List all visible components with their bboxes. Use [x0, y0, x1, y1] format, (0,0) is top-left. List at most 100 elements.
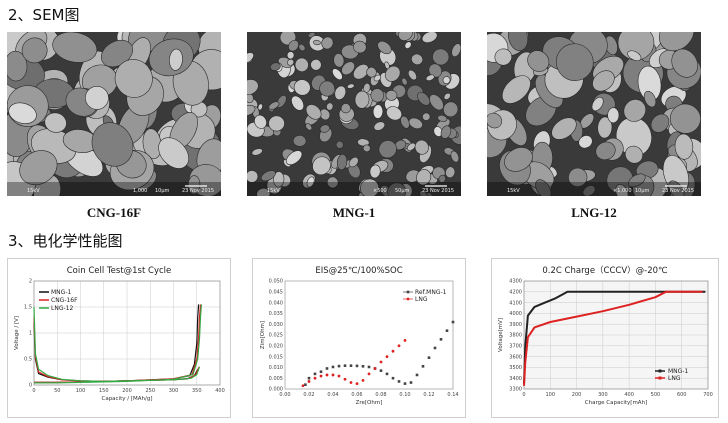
x-axis-label: Capacity / [MAh/g] [101, 396, 152, 402]
sem-particle [597, 116, 613, 139]
legend-marker [406, 297, 410, 301]
legend-marker [658, 376, 662, 380]
y-tick-label: 4200 [509, 290, 522, 296]
sem-particle [419, 190, 428, 196]
sem-particle [21, 37, 48, 64]
data-point [391, 376, 395, 380]
data-point [355, 364, 359, 368]
sem-particle [247, 52, 254, 64]
sem-magnification: ×500 [373, 188, 387, 194]
sem-particle [555, 43, 594, 81]
x-tick-label: 200 [122, 388, 132, 394]
sem-particle [422, 112, 431, 121]
sem-particle [535, 179, 552, 196]
y-tick-label: 0 [29, 383, 32, 389]
sem-particle [306, 176, 315, 188]
data-point [439, 338, 443, 341]
sem-particle [401, 77, 408, 86]
data-point [313, 376, 317, 380]
x-tick-label: 250 [145, 388, 155, 394]
sem-particle [285, 150, 303, 166]
sem-texture: 15kV ×500 50μm 23 Nov 2015 [247, 32, 461, 196]
sem-particle [551, 117, 577, 140]
sem-particle [437, 114, 448, 122]
data-point [307, 376, 311, 380]
sem-particle [595, 141, 616, 161]
sem-particle [114, 59, 153, 98]
series-line-cng-16f [34, 304, 202, 383]
sem-date: 23 Nov 2015 [662, 188, 694, 194]
sem-particle [273, 171, 285, 188]
sem-voltage: 15kV [267, 188, 280, 194]
x-tick-label: 100 [76, 388, 86, 394]
x-tick-label: 0.04 [327, 392, 338, 398]
x-tick-label: 200 [572, 392, 582, 398]
sem-particle [313, 39, 321, 46]
sem-particle [305, 104, 322, 120]
sem-particle [428, 63, 443, 78]
sem-particle [362, 144, 371, 153]
data-point [343, 364, 347, 367]
data-point [319, 370, 323, 374]
sem-particle [254, 114, 267, 129]
sem-particle [357, 138, 370, 147]
data-point [325, 373, 329, 377]
y-tick-label: 3800 [509, 333, 522, 339]
sem-particle [312, 156, 331, 176]
sem-particle [527, 50, 550, 72]
sem-particle [377, 40, 392, 55]
chart-title: EIS@25℃/100%SOC [315, 266, 402, 276]
sem-particle [44, 112, 67, 133]
echem-section-title: 3、电化学性能图 [8, 232, 123, 250]
x-axis-label: Charge Capacity[mAh] [585, 400, 647, 406]
x-tick-label: 700 [703, 392, 713, 398]
x-tick-label: 0.06 [351, 392, 362, 398]
sem-particle [411, 53, 424, 65]
sem-particle [407, 69, 417, 81]
y-tick-label: 0.030 [269, 322, 283, 328]
sem-particle [319, 124, 330, 133]
sem-particle [334, 85, 347, 100]
sem-particle [494, 48, 513, 66]
y-tick-label: 3700 [509, 344, 522, 350]
y-tick-label: 0.015 [269, 354, 283, 360]
sem-particle [341, 61, 355, 76]
y-tick-label: 1 [29, 331, 32, 337]
chart-title: Coin Cell Test@1st Cycle [67, 266, 172, 276]
data-point [421, 365, 425, 368]
plot-frame [523, 280, 709, 390]
sem-particle [504, 147, 533, 172]
sem-particle [417, 91, 431, 106]
sem-particle [615, 184, 629, 196]
sem-particle [340, 103, 351, 114]
y-tick-label: 0.020 [269, 344, 283, 350]
sem-texture: 15kV 1,000 10μm 23 Nov 2015 [7, 32, 221, 196]
x-tick-label: 100 [546, 392, 556, 398]
x-tick-label: 350 [192, 388, 202, 394]
series-line-lng [523, 290, 703, 386]
sem-particle [398, 32, 413, 41]
sem-particle [247, 79, 259, 96]
data-point [361, 365, 365, 368]
data-point [391, 349, 395, 353]
y-tick-label: 3300 [509, 387, 522, 393]
sem-particle [443, 92, 451, 100]
data-point [301, 384, 305, 388]
x-tick-label: 500 [651, 392, 661, 398]
y-tick-label: 0.025 [269, 333, 283, 339]
sem-particle [607, 107, 620, 124]
sem-particle [591, 96, 604, 112]
x-tick-label: 0.08 [375, 392, 386, 398]
sem-particle [429, 94, 444, 111]
x-tick-label: 0.00 [279, 392, 290, 398]
data-point [403, 382, 407, 385]
series-line-lng-12 [33, 306, 201, 382]
sem-image-lng-12: 15kV ×1,000 10μm 23 Nov 2015 [487, 32, 701, 196]
series-line-mng-1 [34, 304, 200, 383]
sem-scale-label: 10μm [635, 188, 650, 194]
x-tick-label: 400 [624, 392, 634, 398]
y-tick-label: 1.5 [24, 305, 32, 311]
sem-particle [287, 58, 295, 66]
data-point [379, 360, 383, 364]
x-tick-label: 0 [32, 388, 35, 394]
